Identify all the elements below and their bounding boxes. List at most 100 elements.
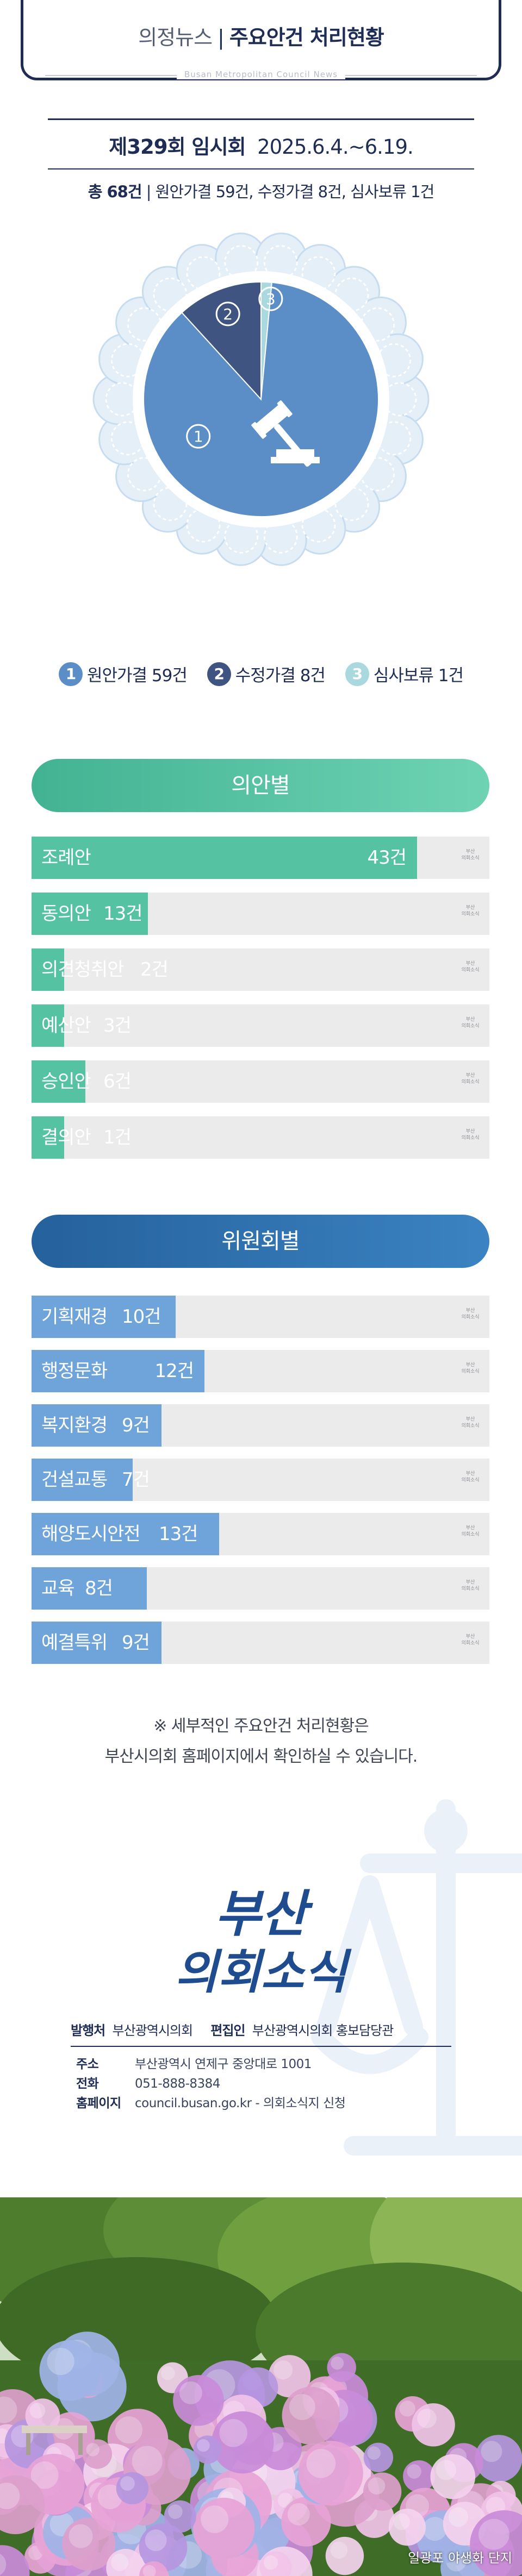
session-info: 제329회 임시회 2025.6.4.~6.19.: [0, 130, 522, 160]
session-top-rule: [48, 118, 474, 120]
committee-bar-row: 교육 8건 부산 의회소식: [32, 1567, 489, 1610]
hydrangea-bloom: [25, 2398, 60, 2434]
pie-label-ring-1: [186, 424, 211, 449]
hydrangea-highlight: [97, 2484, 123, 2509]
hydrangea-highlight: [0, 2554, 7, 2575]
mini-logo-line-2: 의회소식: [461, 1079, 480, 1085]
homepage-value: council.busan.go.kr - 의회소식지 신청: [135, 2096, 346, 2110]
hydrangea-highlight: [407, 2464, 421, 2479]
type-bar-fill: [32, 893, 148, 935]
type-bar-count: 2건: [140, 959, 169, 981]
homepage-note: ※ 세부적인 주요안건 처리현황은 부산시의회 홈페이지에서 확인하실 수 있습…: [0, 1711, 522, 1772]
hydrangea-highlight: [47, 2347, 74, 2376]
hydrangea-highlight: [368, 2477, 386, 2495]
session-bottom-rule: [48, 168, 474, 169]
hydrangea-bloom: [268, 2355, 311, 2398]
legend-number-2: 2: [207, 662, 231, 686]
type-bar-row: 예산안 3건 부산 의회소식: [32, 1004, 489, 1047]
legend-item-original: 1 원안가결 59건: [59, 662, 188, 686]
scallop-petal-dash: [153, 487, 188, 522]
page-title: 의정뉴스 | 주요안건 처리현황: [23, 21, 499, 51]
hydrangea-highlight: [111, 2553, 129, 2571]
pie-label-3: 3: [266, 290, 276, 308]
committee-bar-name: 행정문화: [41, 1360, 108, 1382]
hydrangea-highlight: [0, 2396, 17, 2423]
hydrangea-highlight: [69, 2524, 93, 2548]
hydrangea-bloom: [363, 2472, 402, 2511]
council-news-mini-logo: 부산 의회소식: [458, 1362, 483, 1375]
hydrangea-bloom: [173, 2375, 224, 2426]
hydrangea-highlight: [481, 2441, 502, 2462]
session-period: 2025.6.4.~6.19.: [257, 135, 414, 159]
legend-label-1: 원안가결 59건: [87, 666, 188, 686]
summary: 총 68건 | 원안가결 59건, 수정가결 8건, 심사보류 1건: [0, 179, 522, 202]
type-bar-count: 13건: [103, 903, 143, 925]
mini-logo-line-1: 부산: [465, 1634, 475, 1639]
mini-logo-line-1: 부산: [465, 1308, 475, 1314]
hydrangea-bloom: [281, 2497, 331, 2547]
hydrangea-highlight: [289, 2393, 315, 2420]
hydrangea-bloom: [0, 2545, 30, 2576]
hydrangea-highlight: [399, 2401, 415, 2417]
committee-bar-row: 예결특위 9건 부산 의회소식: [32, 1622, 489, 1664]
hydrangea-highlight: [417, 2408, 437, 2428]
committee-bar-row: 해양도시안전 13건 부산 의회소식: [32, 1513, 489, 1555]
hydrangea-bloom: [82, 2439, 113, 2469]
committee-bar-fill: [32, 1296, 176, 1338]
by-committee-banner: 위원회별: [32, 1215, 489, 1268]
council-news-mini-logo: 부산 의회소식: [458, 1416, 483, 1429]
hydrangea-bloom: [470, 2510, 522, 2576]
mini-logo-line-2: 의회소식: [461, 1586, 480, 1592]
mini-logo-line-1: 부산: [465, 961, 475, 966]
photo-caption: 일광포 야생화 단지: [408, 2550, 512, 2566]
hydrangea-highlight: [0, 2483, 20, 2509]
pie-label-2: 2: [223, 305, 233, 323]
hydrangea-highlight: [168, 2504, 183, 2519]
committee-bar-count: 7건: [122, 1469, 150, 1491]
hydrangea-bloom: [39, 2340, 101, 2401]
editor-label: 편집인: [210, 2023, 245, 2038]
hydrangea-highlight: [115, 2416, 142, 2444]
council-news-mini-logo: 부산 의회소식: [458, 1128, 483, 1141]
mini-logo-line-2: 의회소식: [461, 1369, 480, 1374]
hydrangea-highlight: [219, 2419, 247, 2447]
phone-value: 051-888-8384: [135, 2077, 220, 2091]
justice-scale-watermark-icon: [311, 1799, 522, 2156]
scallop-petal-dash: [334, 487, 369, 522]
header-subtitle: Busan Metropolitan Council News: [23, 70, 499, 79]
hydrangea-highlight: [142, 2565, 156, 2576]
publisher-value: 부산광역시의회: [112, 2023, 194, 2038]
type-bar-name: 동의안: [41, 903, 91, 925]
hydrangea-highlight: [422, 2517, 447, 2541]
hydrangea-bloom: [193, 2497, 255, 2560]
type-bar-name: 승인안: [41, 1071, 91, 1092]
committee-bar-count: 9건: [122, 1632, 150, 1654]
type-bar-row: 승인안 6건 부산 의회소식: [32, 1060, 489, 1103]
address-label: 주소: [76, 2057, 99, 2071]
pie-label-ring-2: [215, 301, 240, 326]
hydrangea-highlight: [393, 2513, 410, 2530]
hydrangea-bloom: [430, 2454, 476, 2499]
contact-info: 주소 부산광역시 연제구 중앙대로 1001 전화 051-888-8384 홈페이…: [76, 2054, 346, 2113]
hydrangea-highlight: [263, 2555, 278, 2570]
hydrangea-bloom: [327, 2353, 356, 2382]
type-bar-fill: [32, 1004, 64, 1047]
mini-logo-line-2: 의회소식: [461, 1641, 480, 1646]
legend-item-amended: 2 수정가결 8건: [207, 662, 326, 686]
mini-logo-line-1: 부산: [465, 1417, 475, 1422]
committee-bar-fill: [32, 1459, 133, 1501]
legend-number-3: 3: [345, 662, 369, 686]
hydrangea-bloom: [475, 2435, 522, 2483]
council-news-logo: 부산 의회소식: [175, 1884, 352, 2000]
council-news-mini-logo: 부산 의회소식: [458, 1579, 483, 1592]
type-bar-row: 의견청취안 2건 부산 의회소식: [32, 948, 489, 991]
hydrangea-bloom: [403, 2460, 435, 2492]
hydrangea-bloom: [106, 2549, 145, 2576]
hydrangea-highlight: [448, 2507, 469, 2527]
pie-number-labels: 3 1 2: [186, 286, 283, 449]
mini-logo-line-1: 부산: [465, 1129, 475, 1134]
type-bar-name: 예산안: [41, 1015, 91, 1036]
type-bar-fill: [32, 1116, 64, 1159]
pie-svg: 3 1 2: [92, 233, 430, 566]
mini-logo-line-1: 부산: [465, 1017, 475, 1022]
